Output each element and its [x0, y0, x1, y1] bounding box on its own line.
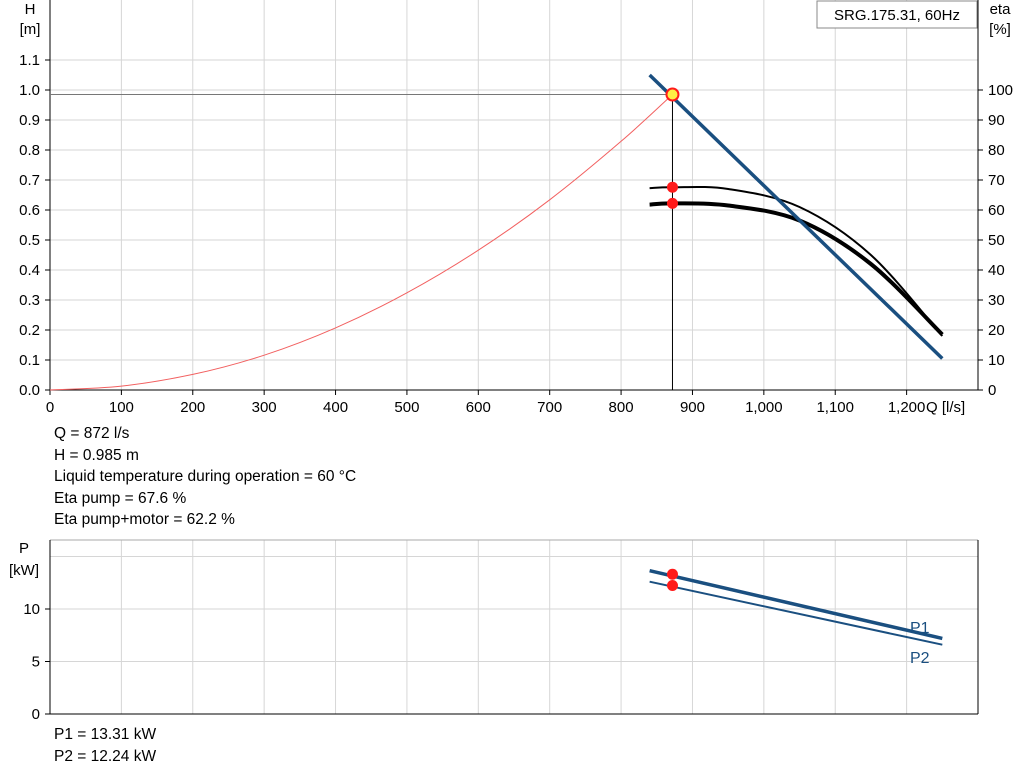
x-tick-label: 200	[180, 399, 205, 416]
x-tick-label: 500	[394, 399, 419, 416]
y-axis-label-eta: eta	[990, 1, 1012, 18]
y-axis-label-p: P	[19, 540, 29, 557]
chart-labels: 0 100 200 300 400 500 600 700 800 900 1,000 1,100 1,…	[19, 52, 1013, 723]
chart-title: SRG.175.31, 60Hz	[834, 7, 960, 24]
y-tick-label-eta: 30	[988, 292, 1005, 309]
eta-total-marker	[666, 197, 678, 209]
x-tick-label: 600	[466, 399, 491, 416]
y-tick-label-eta: 20	[988, 322, 1005, 339]
x-tick-label: 0	[46, 399, 54, 416]
chart-markers	[665, 87, 680, 591]
y-axis-unit-eta: [%]	[989, 21, 1011, 38]
y-tick-label-eta: 10	[988, 352, 1005, 369]
x-tick-label: 1,100	[816, 399, 854, 416]
head-curve	[648, 73, 944, 360]
x-tick-label: 900	[680, 399, 705, 416]
p1-series-label: P1	[910, 620, 930, 637]
y-tick-label-p: 0	[32, 706, 40, 723]
chart-title-box	[816, 0, 978, 29]
info-liquid-temperature: Liquid temperature during operation = 60…	[54, 468, 357, 485]
info-p2: P2 = 12.24 kW	[54, 747, 157, 765]
head-chart-grid	[45, 0, 983, 395]
p2-marker	[666, 579, 678, 591]
y-tick-label-h: 0.6	[19, 202, 40, 219]
duty-point-info: Q = 872 l/s H = 0.985 m Liquid temperatu…	[54, 423, 356, 531]
info-head: H = 0.985 m	[54, 446, 139, 464]
y-tick-label-h: 0.5	[19, 232, 40, 249]
x-tick-label: 1,200	[888, 399, 926, 416]
y-tick-label-eta: 50	[988, 232, 1005, 249]
y-tick-label-h: 1.1	[19, 52, 40, 69]
y-tick-label-eta: 70	[988, 172, 1005, 189]
y-tick-label-p: 5	[32, 654, 40, 671]
x-tick-label: 300	[252, 399, 277, 416]
y-tick-label-eta: 40	[988, 262, 1005, 279]
y-tick-label-eta: 80	[988, 142, 1005, 159]
y-tick-label-h: 0.7	[19, 172, 40, 189]
power-info: P1 = 13.31 kW P2 = 12.24 kW	[54, 724, 156, 767]
x-tick-label: 100	[109, 399, 134, 416]
y-tick-label-p: 10	[23, 601, 40, 618]
y-tick-label-h: 0.0	[19, 382, 40, 399]
x-tick-label: 1,000	[745, 399, 783, 416]
y-axis-label-h: H	[25, 1, 36, 18]
info-flow: Q = 872 l/s	[54, 425, 130, 442]
x-tick-label: 800	[609, 399, 634, 416]
y-axis-unit-h: [m]	[20, 21, 41, 38]
y-tick-label-eta: 0	[988, 382, 996, 399]
x-tick-label: 700	[537, 399, 562, 416]
x-tick-label: 400	[323, 399, 348, 416]
duty-point-marker	[665, 87, 680, 102]
p1-curve	[649, 568, 943, 641]
eta-pump-marker	[666, 181, 678, 193]
info-eta-pump: Eta pump = 67.6 %	[54, 489, 187, 507]
y-tick-label-h: 0.8	[19, 142, 40, 159]
system-curve	[49, 94, 673, 391]
info-p1: P1 = 13.31 kW	[54, 726, 157, 743]
power-chart-grid	[45, 539, 979, 715]
y-tick-label-eta: 90	[988, 112, 1005, 129]
y-tick-label-eta: 100	[988, 82, 1013, 99]
p1-marker	[666, 568, 678, 580]
y-tick-label-eta: 60	[988, 202, 1005, 219]
y-tick-label-h: 1.0	[19, 82, 40, 99]
p2-series-label: P2	[910, 650, 930, 667]
y-tick-label-h: 0.1	[19, 352, 40, 369]
x-axis-label: Q [l/s]	[926, 399, 965, 416]
info-eta-pump-motor: Eta pump+motor = 62.2 %	[54, 511, 235, 528]
y-tick-label-h: 0.2	[19, 322, 40, 339]
y-axis-unit-p: [kW]	[9, 562, 39, 579]
p2-curve	[649, 580, 943, 646]
y-tick-label-h: 0.4	[19, 262, 40, 279]
y-tick-label-h: 0.3	[19, 292, 40, 309]
y-tick-label-h: 0.9	[19, 112, 40, 129]
